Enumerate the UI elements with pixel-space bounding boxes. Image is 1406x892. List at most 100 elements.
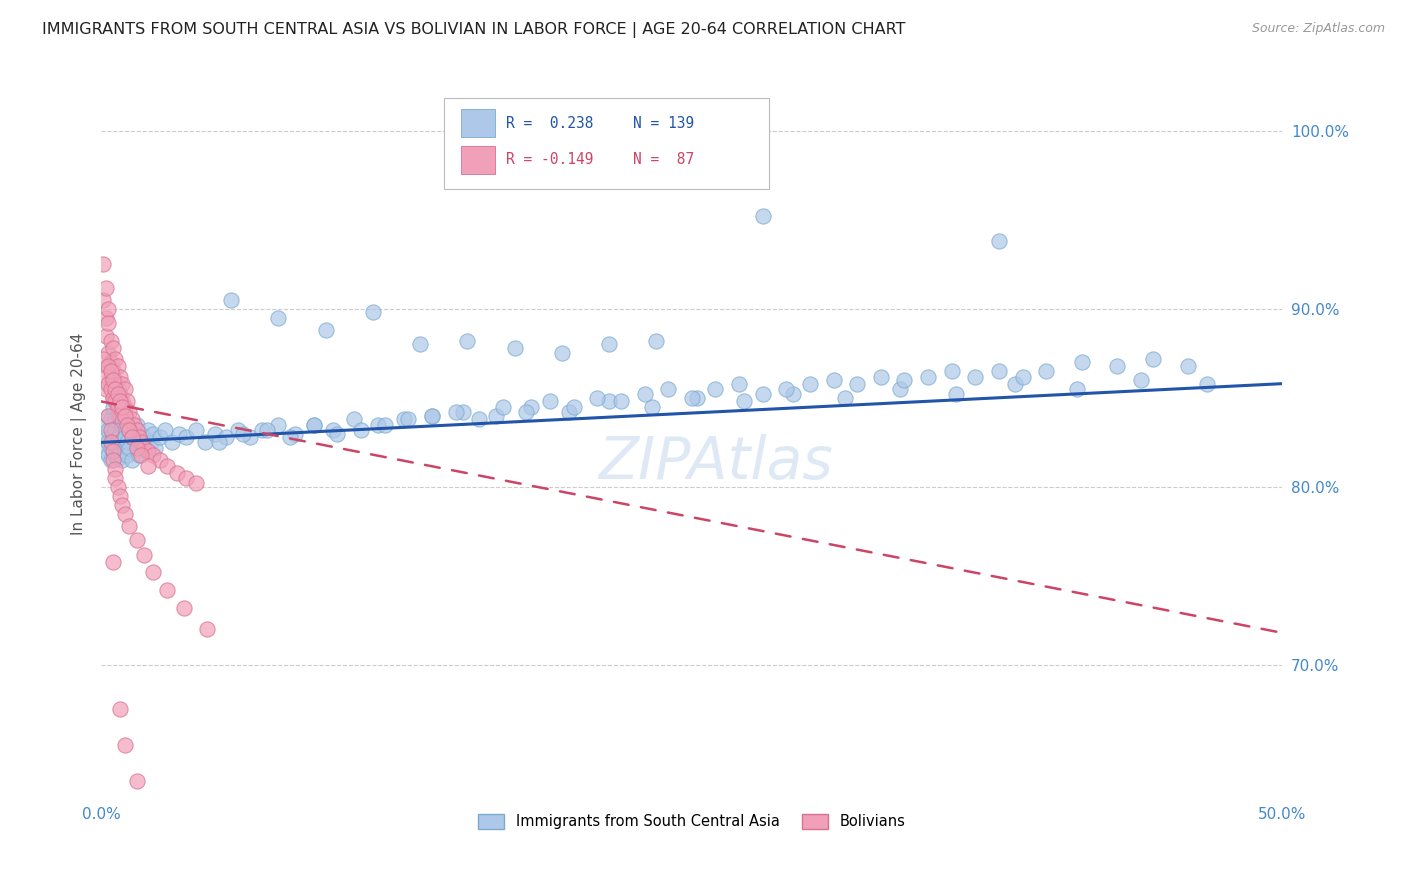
Point — [114, 507, 136, 521]
Point — [122, 417, 145, 432]
Point — [1066, 382, 1088, 396]
Point — [343, 412, 366, 426]
Point — [681, 391, 703, 405]
Point — [101, 426, 124, 441]
Point — [226, 423, 249, 437]
Point — [101, 373, 124, 387]
Point — [153, 423, 176, 437]
Point — [94, 444, 117, 458]
Point — [121, 430, 143, 444]
Point — [232, 426, 254, 441]
Point — [97, 423, 120, 437]
Point — [456, 334, 478, 348]
Point — [132, 548, 155, 562]
Point — [138, 423, 160, 437]
Point — [111, 394, 134, 409]
Point — [129, 426, 152, 441]
Point — [111, 400, 134, 414]
Point — [97, 316, 120, 330]
Point — [610, 394, 633, 409]
Point — [420, 409, 443, 423]
Text: IMMIGRANTS FROM SOUTH CENTRAL ASIA VS BOLIVIAN IN LABOR FORCE | AGE 20-64 CORREL: IMMIGRANTS FROM SOUTH CENTRAL ASIA VS BO… — [42, 22, 905, 38]
Point — [114, 409, 136, 423]
Point — [138, 458, 160, 473]
Point — [640, 400, 662, 414]
Point — [149, 430, 172, 444]
Point — [111, 453, 134, 467]
Text: N = 139: N = 139 — [633, 116, 695, 131]
Point — [100, 364, 122, 378]
Point — [104, 351, 127, 366]
Point — [160, 435, 183, 450]
Point — [322, 423, 344, 437]
Point — [111, 435, 134, 450]
Point — [101, 435, 124, 450]
Point — [503, 341, 526, 355]
Point — [101, 555, 124, 569]
Point — [775, 382, 797, 396]
Point — [1177, 359, 1199, 373]
Point — [107, 430, 129, 444]
Point — [122, 426, 145, 441]
Point — [125, 533, 148, 548]
Legend: Immigrants from South Central Asia, Bolivians: Immigrants from South Central Asia, Boli… — [472, 808, 911, 835]
Point — [174, 471, 197, 485]
Point — [100, 435, 122, 450]
Point — [167, 426, 190, 441]
Point — [326, 426, 349, 441]
Point — [598, 394, 620, 409]
Point — [538, 394, 561, 409]
Point — [250, 423, 273, 437]
Point — [987, 364, 1010, 378]
Point — [104, 394, 127, 409]
Point — [115, 417, 138, 432]
Text: ZIPAtlas: ZIPAtlas — [598, 434, 832, 491]
Point — [121, 430, 143, 444]
Point — [111, 498, 134, 512]
Point — [728, 376, 751, 391]
Text: R =  0.238: R = 0.238 — [506, 116, 593, 131]
Point — [396, 412, 419, 426]
Point — [101, 341, 124, 355]
Text: N =  87: N = 87 — [633, 153, 695, 168]
Point — [118, 405, 141, 419]
Point — [166, 466, 188, 480]
Point — [101, 444, 124, 458]
Point — [100, 412, 122, 426]
Point — [100, 369, 122, 384]
Point — [156, 583, 179, 598]
Point — [197, 623, 219, 637]
Point — [219, 293, 242, 307]
Point — [420, 409, 443, 423]
Point — [115, 448, 138, 462]
Point — [108, 412, 131, 426]
Point — [645, 334, 668, 348]
Point — [97, 346, 120, 360]
Point — [97, 409, 120, 423]
Point — [94, 382, 117, 396]
Point — [111, 376, 134, 391]
Point — [107, 382, 129, 396]
Point — [834, 391, 856, 405]
Point — [142, 426, 165, 441]
Point — [685, 391, 707, 405]
Point — [100, 334, 122, 348]
Point — [1195, 376, 1218, 391]
Point — [917, 369, 939, 384]
Point — [101, 391, 124, 405]
Point — [100, 382, 122, 396]
Point — [132, 441, 155, 455]
Point — [1142, 351, 1164, 366]
Point — [278, 430, 301, 444]
Point — [115, 394, 138, 409]
Point — [704, 382, 727, 396]
Point — [101, 376, 124, 391]
Point — [100, 355, 122, 369]
Point — [350, 423, 373, 437]
Point — [97, 448, 120, 462]
Point — [782, 387, 804, 401]
Point — [1035, 364, 1057, 378]
Text: Source: ZipAtlas.com: Source: ZipAtlas.com — [1251, 22, 1385, 36]
Point — [125, 441, 148, 455]
Point — [108, 394, 131, 409]
